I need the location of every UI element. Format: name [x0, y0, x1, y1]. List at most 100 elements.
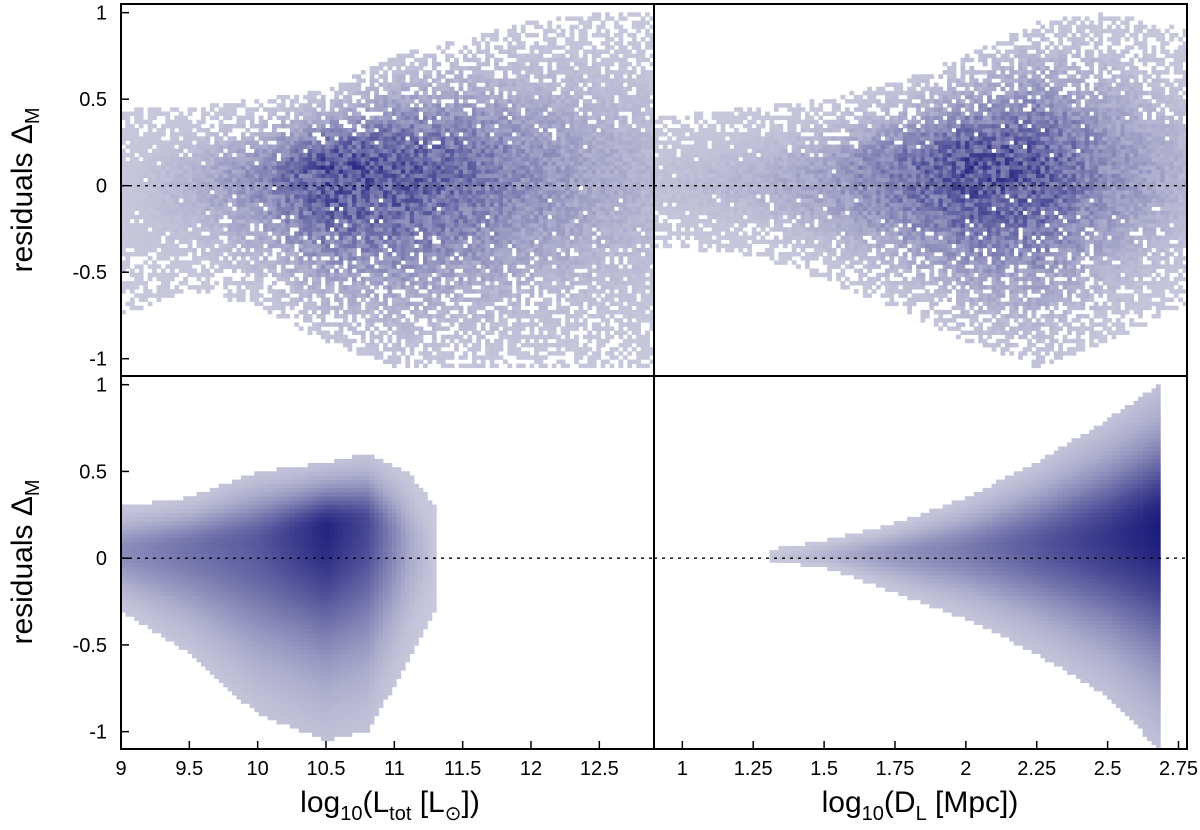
heatmap-cell	[263, 214, 268, 220]
heatmap-cell	[338, 243, 344, 249]
heatmap-cell	[418, 268, 424, 273]
heatmap-cell	[267, 210, 273, 216]
heatmap-cell	[378, 123, 384, 129]
heatmap-cell	[498, 66, 504, 71]
heatmap-cell	[334, 144, 339, 149]
heatmap-cell	[383, 256, 388, 261]
heatmap-cell	[125, 115, 131, 121]
heatmap-cell	[489, 289, 495, 294]
heatmap-cell	[378, 165, 384, 170]
heatmap-cell	[249, 152, 255, 158]
heatmap-cell	[285, 252, 291, 257]
heatmap-cell	[485, 177, 490, 183]
heatmap-cell	[463, 285, 468, 290]
heatmap-cell	[427, 342, 433, 348]
heatmap-cell	[187, 148, 193, 154]
heatmap-cell	[449, 136, 455, 141]
heatmap-cell	[316, 165, 322, 170]
heatmap-cell	[192, 190, 197, 195]
heatmap-cell	[494, 32, 499, 38]
heatmap-cell	[534, 173, 539, 178]
heatmap-cell	[152, 214, 157, 220]
heatmap-cell	[227, 185, 233, 191]
heatmap-cell	[125, 190, 131, 195]
heatmap-cell	[463, 173, 468, 178]
heatmap-cell	[254, 198, 260, 203]
heatmap-cell	[445, 305, 450, 311]
heatmap-cell	[436, 322, 442, 327]
heatmap-cell	[161, 185, 166, 191]
heatmap-cell	[436, 128, 442, 133]
heatmap-cell	[320, 156, 326, 162]
heatmap-cell	[543, 32, 548, 38]
heatmap-cell	[134, 239, 140, 245]
heatmap-cell	[507, 347, 513, 352]
heatmap-cell	[276, 185, 282, 191]
heatmap-cell	[476, 227, 482, 232]
heatmap-cell	[294, 169, 299, 174]
heatmap-cell	[525, 132, 530, 137]
heatmap-cell	[520, 103, 526, 108]
heatmap-cell	[414, 359, 419, 364]
heatmap-cell	[165, 119, 171, 125]
heatmap-cell	[480, 260, 486, 265]
heatmap-cell	[187, 285, 193, 290]
heatmap-cell	[267, 264, 273, 269]
heatmap-cell	[414, 190, 419, 195]
heatmap-cell	[352, 115, 357, 121]
heatmap-cell	[369, 247, 375, 253]
heatmap-cell	[258, 136, 264, 141]
heatmap-cell	[187, 243, 193, 249]
heatmap-cell	[298, 190, 304, 195]
heatmap-cell	[391, 214, 397, 220]
heatmap-cell	[347, 231, 353, 236]
heatmap-cell	[258, 247, 264, 253]
heatmap-cell	[152, 231, 157, 236]
heatmap-cell	[391, 152, 397, 158]
heatmap-cell	[547, 152, 553, 158]
heatmap-cell	[205, 198, 211, 203]
heatmap-cell	[183, 252, 188, 257]
heatmap-cell	[374, 99, 379, 104]
heatmap-cell	[249, 190, 255, 195]
heatmap-cell	[547, 169, 553, 174]
heatmap-cell	[147, 185, 153, 191]
heatmap-cell	[378, 152, 384, 158]
heatmap-cell	[356, 351, 362, 356]
heatmap-cell	[485, 32, 490, 38]
heatmap-cell	[245, 152, 251, 158]
heatmap-cell	[347, 210, 353, 216]
heatmap-cell	[436, 252, 442, 257]
heatmap-cell	[400, 156, 406, 162]
heatmap-cell	[121, 156, 126, 162]
heatmap-cell	[263, 136, 268, 141]
heatmap-cell	[476, 314, 482, 319]
heatmap-cell	[436, 152, 442, 158]
heatmap-cell	[396, 140, 402, 145]
heatmap-cell	[316, 322, 322, 327]
heatmap-cell	[387, 173, 393, 178]
heatmap-cell	[352, 280, 357, 286]
heatmap-cell	[431, 53, 437, 59]
heatmap-cell	[507, 202, 513, 207]
heatmap-cell	[298, 289, 304, 294]
heatmap-cell	[454, 198, 459, 203]
heatmap-cell	[165, 198, 171, 203]
heatmap-cell	[485, 70, 490, 75]
heatmap-cell	[334, 140, 339, 145]
heatmap-cell	[547, 132, 553, 137]
heatmap-cell	[369, 289, 375, 294]
heatmap-cell	[227, 111, 233, 116]
heatmap-cell	[391, 355, 397, 360]
heatmap-cell	[343, 334, 348, 340]
heatmap-cell	[232, 202, 237, 207]
heatmap-cell	[396, 53, 402, 59]
heatmap-cell	[534, 111, 539, 116]
heatmap-cell	[485, 218, 490, 224]
heatmap-cell	[520, 268, 526, 273]
heatmap-cell	[529, 140, 535, 145]
heatmap-cell	[423, 70, 428, 75]
heatmap-cell	[427, 280, 433, 286]
heatmap-cell	[245, 252, 251, 257]
heatmap-cell	[538, 66, 544, 71]
